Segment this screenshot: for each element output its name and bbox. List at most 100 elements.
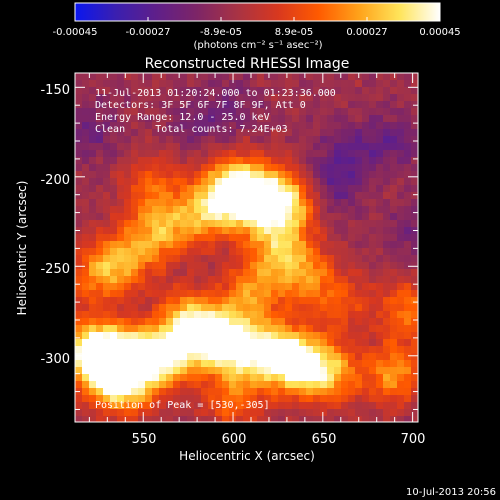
image-pixel — [299, 416, 307, 422]
image-pixel — [334, 108, 342, 116]
image-pixel — [257, 269, 265, 277]
image-pixel — [194, 346, 202, 354]
image-pixel — [257, 136, 265, 144]
image-pixel — [187, 108, 195, 116]
image-pixel — [299, 311, 307, 319]
image-pixel — [383, 346, 391, 354]
image-pixel — [236, 101, 244, 109]
image-pixel — [397, 213, 405, 221]
image-pixel — [96, 80, 104, 88]
image-pixel — [152, 94, 160, 102]
image-pixel — [285, 269, 293, 277]
image-pixel — [411, 304, 418, 312]
image-pixel — [208, 241, 216, 249]
image-pixel — [257, 164, 265, 172]
image-pixel — [264, 290, 272, 298]
image-pixel — [173, 402, 181, 410]
image-pixel — [250, 325, 258, 333]
image-pixel — [320, 339, 328, 347]
image-pixel — [383, 122, 391, 130]
image-pixel — [355, 255, 363, 263]
image-pixel — [250, 178, 258, 186]
image-pixel — [201, 185, 209, 193]
image-pixel — [103, 220, 111, 228]
image-pixel — [215, 395, 223, 403]
image-pixel — [82, 94, 90, 102]
image-pixel — [306, 388, 314, 396]
image-pixel — [103, 381, 111, 389]
image-pixel — [320, 311, 328, 319]
image-pixel — [103, 416, 111, 422]
image-pixel — [103, 304, 111, 312]
image-pixel — [271, 178, 279, 186]
image-pixel — [243, 80, 251, 88]
image-pixel — [369, 185, 377, 193]
image-pixel — [355, 269, 363, 277]
image-pixel — [166, 171, 174, 179]
image-pixel — [327, 94, 335, 102]
image-pixel — [103, 73, 111, 81]
image-pixel — [194, 129, 202, 137]
image-pixel — [278, 108, 286, 116]
image-pixel — [229, 311, 237, 319]
image-pixel — [82, 409, 90, 417]
image-pixel — [348, 297, 356, 305]
image-pixel — [362, 101, 370, 109]
image-pixel — [362, 73, 370, 81]
image-pixel — [229, 304, 237, 312]
image-pixel — [75, 73, 83, 81]
image-pixel — [103, 234, 111, 242]
image-pixel — [355, 276, 363, 284]
image-pixel — [194, 143, 202, 151]
image-pixel — [180, 80, 188, 88]
image-pixel — [145, 297, 153, 305]
image-pixel — [271, 185, 279, 193]
image-pixel — [411, 297, 418, 305]
image-pixel — [89, 409, 97, 417]
image-pixel — [390, 416, 398, 422]
image-pixel — [299, 241, 307, 249]
image-pixel — [264, 178, 272, 186]
image-pixel — [397, 290, 405, 298]
image-pixel — [390, 318, 398, 326]
image-pixel — [271, 80, 279, 88]
image-pixel — [355, 129, 363, 137]
image-pixel — [145, 332, 153, 340]
image-pixel — [138, 339, 146, 347]
image-pixel — [278, 206, 286, 214]
image-pixel — [145, 199, 153, 207]
image-pixel — [89, 318, 97, 326]
image-pixel — [180, 339, 188, 347]
image-pixel — [278, 199, 286, 207]
image-pixel — [271, 409, 279, 417]
image-pixel — [117, 290, 125, 298]
image-pixel — [110, 94, 118, 102]
image-pixel — [138, 353, 146, 361]
image-pixel — [320, 129, 328, 137]
image-pixel — [383, 94, 391, 102]
image-pixel — [166, 101, 174, 109]
image-pixel — [187, 227, 195, 235]
image-pixel — [299, 297, 307, 305]
image-pixel — [89, 269, 97, 277]
image-pixel — [362, 304, 370, 312]
image-pixel — [215, 129, 223, 137]
image-pixel — [278, 157, 286, 165]
image-pixel — [215, 255, 223, 263]
image-pixel — [187, 255, 195, 263]
image-pixel — [299, 283, 307, 291]
image-pixel — [166, 276, 174, 284]
image-pixel — [138, 332, 146, 340]
image-pixel — [138, 374, 146, 382]
image-pixel — [82, 304, 90, 312]
image-pixel — [103, 122, 111, 130]
image-pixel — [96, 178, 104, 186]
image-pixel — [96, 395, 104, 403]
image-pixel — [103, 395, 111, 403]
image-pixel — [306, 80, 314, 88]
image-pixel — [117, 108, 125, 116]
image-pixel — [320, 185, 328, 193]
image-pixel — [285, 304, 293, 312]
y-tick-label-0: -150 — [40, 83, 70, 98]
image-pixel — [327, 353, 335, 361]
